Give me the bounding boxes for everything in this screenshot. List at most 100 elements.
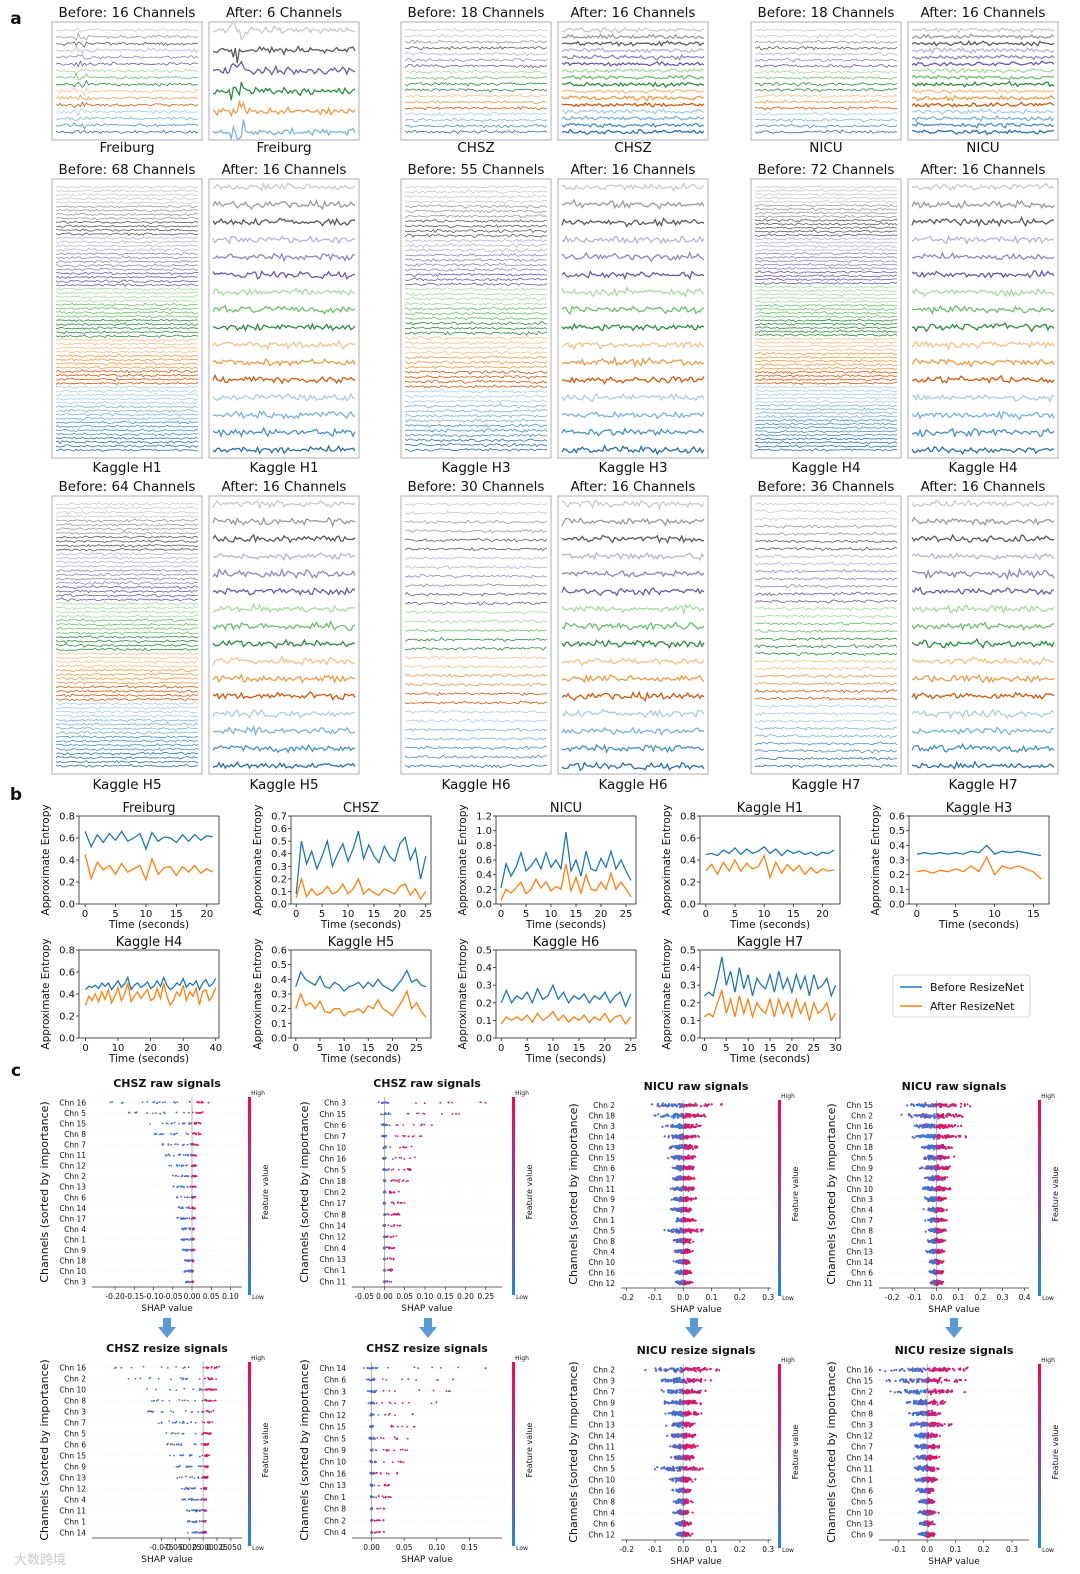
eeg-trace bbox=[754, 400, 898, 404]
x-tick-label: 15 bbox=[362, 1043, 375, 1054]
shap-point bbox=[684, 1123, 687, 1126]
shap-point bbox=[910, 1116, 914, 1119]
shap-point bbox=[687, 1114, 690, 1117]
channel-label: Chn 13 bbox=[588, 1143, 615, 1152]
x-tick-label: 10 bbox=[547, 1043, 560, 1054]
shap-point bbox=[944, 1136, 948, 1139]
shap-point bbox=[176, 1101, 179, 1104]
shap-point bbox=[953, 1124, 956, 1127]
shap-point bbox=[954, 1136, 958, 1139]
shap-point bbox=[403, 1168, 406, 1171]
eeg-after-caption: Kaggle H7 bbox=[948, 777, 1017, 793]
eeg-trace bbox=[754, 33, 898, 39]
shap-point bbox=[944, 1114, 948, 1117]
eeg-trace bbox=[404, 601, 548, 606]
shap-point bbox=[195, 1186, 197, 1188]
eeg-after-title: After: 16 Channels bbox=[222, 479, 347, 495]
shap-point bbox=[920, 1135, 923, 1138]
x-tick-label: 0.3 bbox=[762, 1293, 774, 1302]
shap-point bbox=[677, 1188, 680, 1191]
shap-point bbox=[685, 1197, 688, 1200]
shap-point bbox=[181, 1164, 184, 1167]
shap-point bbox=[394, 1179, 397, 1182]
eeg-trace bbox=[754, 296, 898, 300]
eeg-trace bbox=[56, 417, 199, 421]
channel-label: Chn 9 bbox=[64, 1246, 86, 1255]
shap-plot: NICU raw signals-0.2 -0.1 0.0 0.1 0.2 0.3 0.4S… bbox=[825, 1080, 1060, 1315]
shap-point bbox=[687, 1165, 691, 1168]
eeg-trace bbox=[404, 335, 548, 341]
chart-xlabel: Time (seconds) bbox=[320, 919, 401, 931]
eeg-trace bbox=[55, 618, 199, 623]
chart-frame bbox=[495, 949, 637, 1039]
shap-point bbox=[672, 1157, 675, 1160]
shap-point bbox=[180, 1217, 182, 1220]
y-tick-label: 0.1 bbox=[889, 885, 905, 896]
x-tick-label: 25 bbox=[807, 1043, 820, 1054]
eeg-before-title: Before: 16 Channels bbox=[59, 5, 196, 21]
chart-frame bbox=[699, 815, 841, 905]
shap-point bbox=[690, 1103, 693, 1106]
shap-point bbox=[390, 1236, 393, 1239]
eeg-trace bbox=[404, 403, 548, 409]
shap-point bbox=[946, 1105, 949, 1108]
shap-point bbox=[932, 1217, 936, 1220]
shap-point bbox=[177, 1175, 180, 1178]
shap-point bbox=[151, 1112, 154, 1115]
eeg-trace bbox=[55, 404, 199, 409]
shap-point bbox=[699, 1105, 703, 1108]
shap-point bbox=[937, 1229, 941, 1232]
x-tick-label: 10 bbox=[758, 909, 771, 920]
shap-point bbox=[176, 1196, 179, 1199]
eeg-trace bbox=[212, 198, 356, 211]
eeg-trace bbox=[55, 240, 199, 245]
eeg-trace bbox=[754, 749, 898, 754]
shap-point bbox=[182, 1154, 185, 1156]
eeg-trace bbox=[212, 533, 356, 544]
eeg-trace bbox=[55, 397, 199, 401]
y-tick-label: 0.4 bbox=[680, 963, 696, 974]
eeg-trace bbox=[404, 185, 548, 189]
shap-point bbox=[661, 1115, 664, 1118]
shap-point bbox=[933, 1117, 936, 1120]
eeg-trace bbox=[754, 303, 898, 308]
eeg-trace bbox=[404, 413, 548, 419]
shap-point bbox=[684, 1230, 687, 1233]
eeg-trace bbox=[911, 269, 1055, 279]
shap-point bbox=[170, 1122, 173, 1125]
eeg-trace bbox=[55, 267, 199, 272]
eeg-trace bbox=[911, 80, 1055, 88]
eeg-trace bbox=[55, 689, 199, 694]
shap-point bbox=[931, 1155, 934, 1158]
eeg-trace bbox=[754, 99, 898, 104]
shap-point bbox=[964, 1136, 968, 1139]
shap-ylabel: Channels (sorted by importance) bbox=[38, 1101, 51, 1282]
shap-point bbox=[402, 1124, 405, 1126]
eeg-before-caption: Kaggle H4 bbox=[791, 460, 860, 476]
shap-point bbox=[913, 1124, 916, 1127]
eeg-group: Before: 18 Channels After: 16 ChannelsNIC… bbox=[750, 5, 1059, 156]
eeg-trace bbox=[754, 241, 898, 245]
eeg-trace bbox=[55, 389, 199, 394]
shap-point bbox=[672, 1207, 675, 1210]
shap-point bbox=[383, 1146, 385, 1149]
shap-point bbox=[687, 1199, 690, 1202]
eeg-trace bbox=[404, 82, 547, 87]
eeg-trace bbox=[55, 668, 199, 673]
shap-point bbox=[689, 1114, 693, 1117]
shap-point bbox=[676, 1218, 679, 1221]
shap-point bbox=[182, 1238, 184, 1241]
eeg-trace bbox=[754, 441, 898, 445]
eeg-trace bbox=[754, 546, 898, 551]
eeg-after-frame bbox=[907, 178, 1059, 459]
shap-point bbox=[676, 1270, 679, 1273]
eeg-trace bbox=[55, 224, 199, 228]
eeg-trace bbox=[404, 118, 548, 123]
eeg-trace bbox=[55, 263, 199, 268]
eeg-trace bbox=[55, 440, 199, 445]
shap-point bbox=[403, 1158, 406, 1160]
shap-point bbox=[385, 1246, 388, 1248]
shap-point bbox=[690, 1146, 693, 1149]
shap-point bbox=[692, 1104, 695, 1107]
eeg-trace bbox=[55, 655, 199, 660]
